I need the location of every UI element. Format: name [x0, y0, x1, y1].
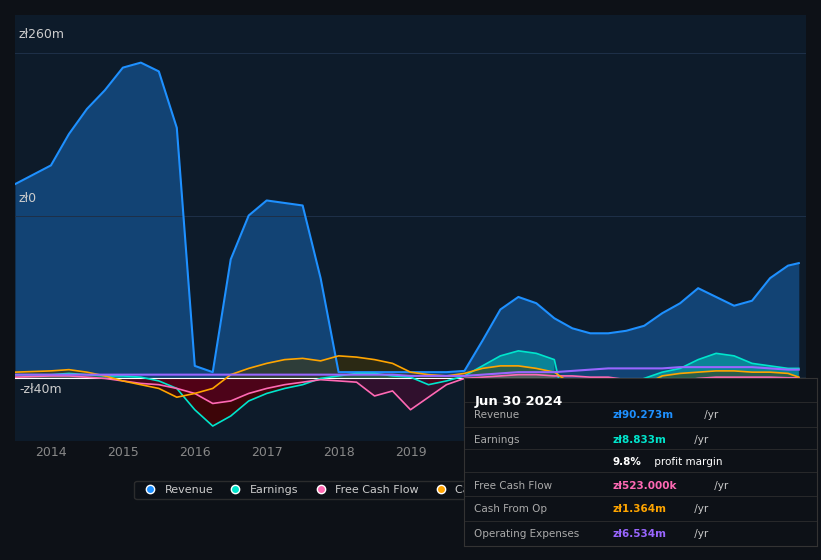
Text: zł90.273m: zł90.273m	[612, 410, 673, 420]
Text: profit margin: profit margin	[651, 457, 722, 467]
Text: /yr: /yr	[691, 435, 709, 445]
Text: Revenue: Revenue	[475, 410, 520, 420]
Text: zł6.534m: zł6.534m	[612, 529, 666, 539]
Text: Jun 30 2024: Jun 30 2024	[475, 395, 562, 408]
Text: Cash From Op: Cash From Op	[475, 504, 548, 514]
Text: zł1.364m: zł1.364m	[612, 504, 666, 514]
Text: zł8.833m: zł8.833m	[612, 435, 666, 445]
Text: zł260m: zł260m	[19, 28, 65, 41]
Text: -zł40m: -zł40m	[19, 384, 62, 396]
Legend: Revenue, Earnings, Free Cash Flow, Cash From Op, Operating Expenses: Revenue, Earnings, Free Cash Flow, Cash …	[135, 480, 686, 500]
Text: /yr: /yr	[691, 529, 709, 539]
Text: /yr: /yr	[691, 504, 709, 514]
Text: Operating Expenses: Operating Expenses	[475, 529, 580, 539]
Text: zł0: zł0	[19, 192, 37, 205]
Text: /yr: /yr	[701, 410, 718, 420]
Text: /yr: /yr	[711, 480, 728, 491]
Text: Free Cash Flow: Free Cash Flow	[475, 480, 553, 491]
Text: 9.8%: 9.8%	[612, 457, 641, 467]
Text: Earnings: Earnings	[475, 435, 520, 445]
Text: zł523.000k: zł523.000k	[612, 480, 677, 491]
